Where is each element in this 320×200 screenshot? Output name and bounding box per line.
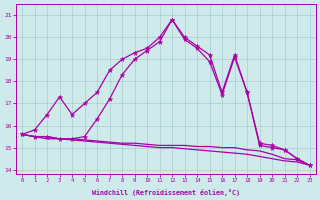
X-axis label: Windchill (Refroidissement éolien,°C): Windchill (Refroidissement éolien,°C) xyxy=(92,189,240,196)
